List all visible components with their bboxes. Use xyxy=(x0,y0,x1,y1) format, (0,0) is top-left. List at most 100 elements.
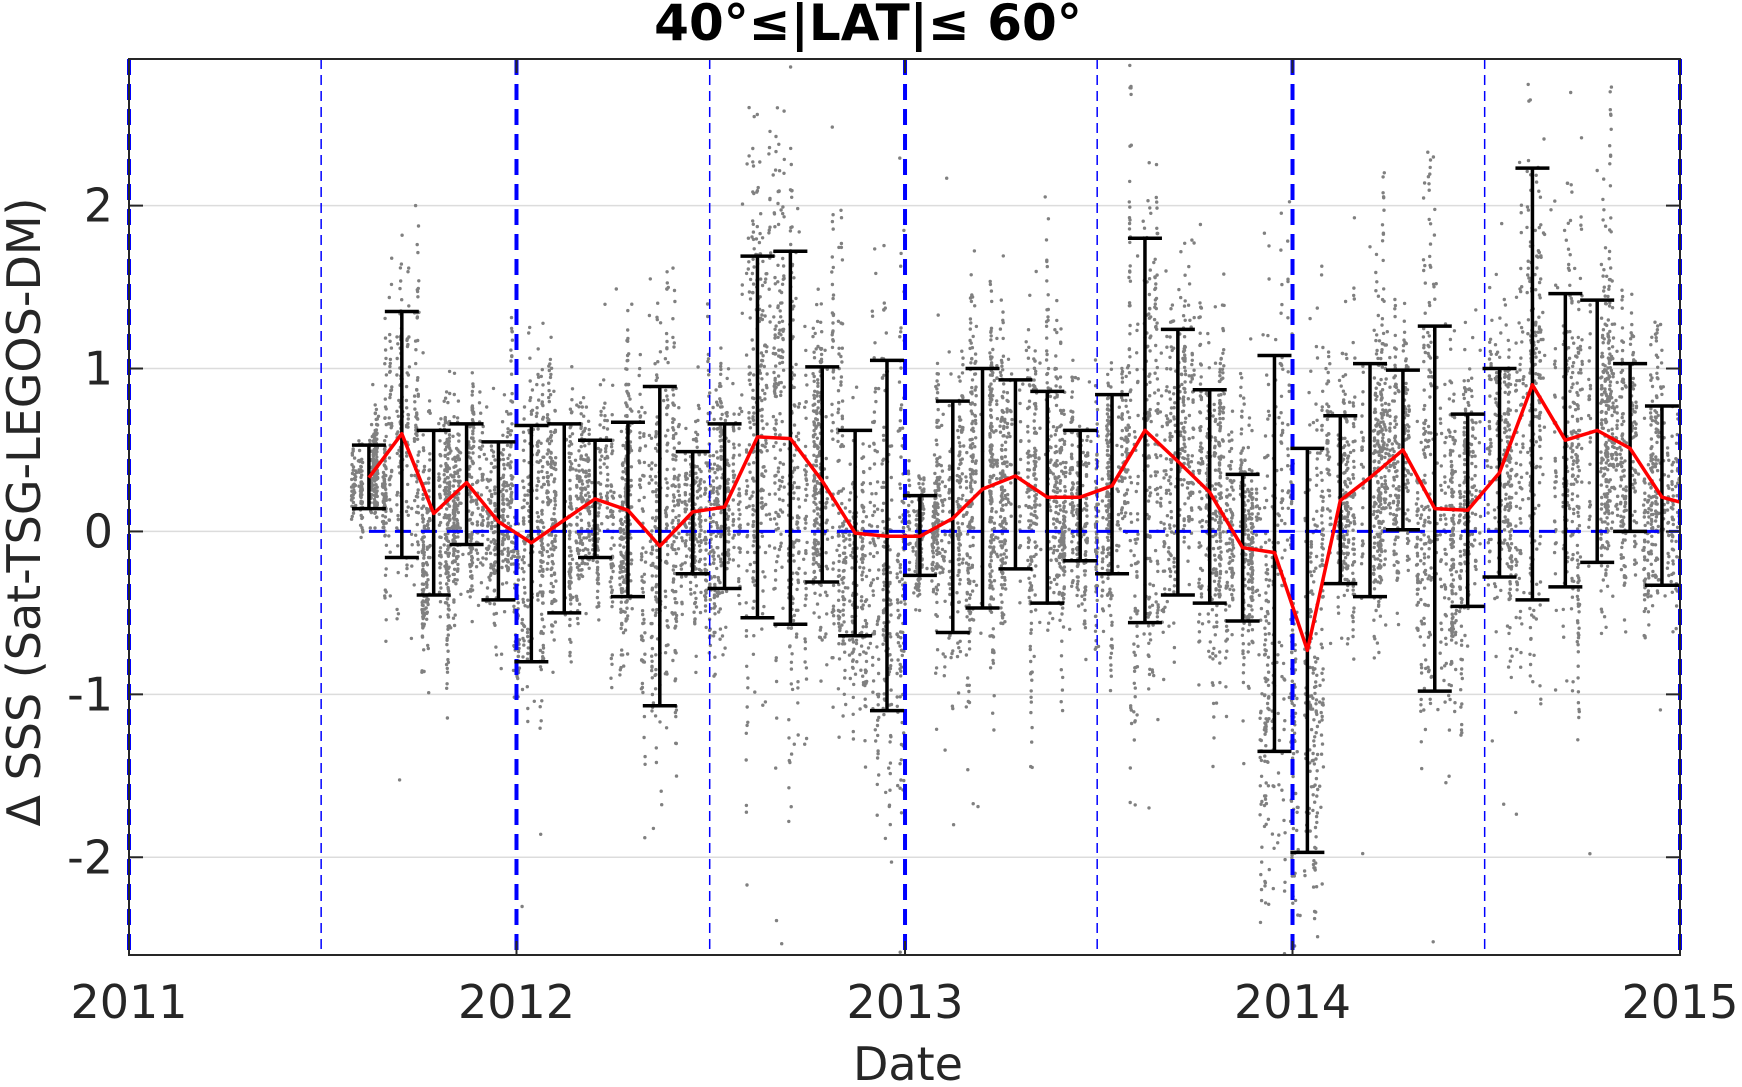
scatter-point xyxy=(511,475,514,478)
scatter-point xyxy=(648,314,651,317)
scatter-point xyxy=(606,473,609,476)
scatter-point xyxy=(727,478,730,481)
scatter-point-outlier xyxy=(660,790,663,793)
scatter-point xyxy=(753,247,756,250)
scatter-point xyxy=(446,597,449,600)
scatter-point xyxy=(838,626,841,629)
scatter-point xyxy=(726,463,729,466)
scatter-point xyxy=(685,555,688,558)
scatter-point xyxy=(676,476,679,479)
scatter-point xyxy=(796,686,799,689)
scatter-point xyxy=(851,396,854,399)
scatter-point xyxy=(506,547,509,550)
scatter-point xyxy=(760,419,763,422)
scatter-point xyxy=(805,494,808,497)
scatter-point-outlier xyxy=(548,500,551,503)
scatter-point xyxy=(698,550,701,553)
scatter-point xyxy=(848,599,851,602)
scatter-point xyxy=(673,504,676,507)
scatter-point xyxy=(396,357,399,360)
scatter-point xyxy=(540,512,543,515)
scatter-point xyxy=(862,603,865,606)
scatter-point xyxy=(758,241,761,244)
scatter-point xyxy=(415,413,418,416)
scatter-point xyxy=(752,461,755,464)
scatter-point xyxy=(680,585,683,588)
scatter-point-outlier xyxy=(527,331,530,334)
scatter-point-outlier xyxy=(584,612,587,615)
scatter-point xyxy=(868,604,871,607)
scatter-point xyxy=(684,478,687,481)
scatter-point xyxy=(877,703,880,706)
scatter-point xyxy=(677,503,680,506)
scatter-point xyxy=(471,371,474,374)
scatter-point xyxy=(666,487,669,490)
scatter-point xyxy=(693,617,696,620)
scatter-point xyxy=(773,386,776,389)
scatter-point xyxy=(831,321,834,324)
scatter-point xyxy=(869,552,872,555)
scatter-point xyxy=(779,533,782,536)
scatter-point xyxy=(580,498,583,501)
scatter-point-outlier xyxy=(504,558,507,561)
scatter-point xyxy=(697,404,700,407)
scatter-point xyxy=(673,548,676,551)
scatter-point xyxy=(620,623,623,626)
scatter-point xyxy=(811,335,814,338)
scatter-point xyxy=(648,482,651,485)
scatter-point xyxy=(764,503,767,506)
scatter-point xyxy=(359,470,362,473)
scatter-point xyxy=(521,598,524,601)
scatter-point xyxy=(699,525,702,528)
scatter-point xyxy=(353,456,356,459)
scatter-point xyxy=(655,430,658,433)
scatter-point xyxy=(790,189,793,192)
scatter-point xyxy=(760,363,763,366)
scatter-point xyxy=(664,477,667,480)
scatter-point xyxy=(724,626,727,629)
scatter-point xyxy=(760,359,763,362)
scatter-point xyxy=(763,314,766,317)
scatter-point xyxy=(501,488,504,491)
scatter-point xyxy=(726,482,729,485)
scatter-point xyxy=(831,283,834,286)
scatter-point xyxy=(638,449,641,452)
scatter-point xyxy=(423,465,426,468)
scatter-point xyxy=(665,406,668,409)
scatter-point xyxy=(727,508,730,511)
scatter-point xyxy=(764,551,767,554)
scatter-point xyxy=(865,598,868,601)
scatter-point xyxy=(512,605,515,608)
scatter-point xyxy=(598,423,601,426)
scatter-point xyxy=(417,450,420,453)
scatter-point-outlier xyxy=(862,650,865,653)
scatter-point xyxy=(546,471,549,474)
scatter-point xyxy=(711,555,714,558)
scatter-point xyxy=(643,496,646,499)
scatter-point xyxy=(751,606,754,609)
scatter-point-outlier xyxy=(775,919,778,922)
scatter-point xyxy=(712,634,715,637)
scatter-point xyxy=(453,524,456,527)
scatter-point xyxy=(751,190,754,193)
scatter-point xyxy=(571,558,574,561)
scatter-point xyxy=(871,514,874,517)
scatter-point xyxy=(863,739,866,742)
scatter-point xyxy=(776,336,779,339)
scatter-point xyxy=(650,665,653,668)
scatter-point xyxy=(861,561,864,564)
scatter-point xyxy=(375,428,378,431)
scatter-point xyxy=(416,495,419,498)
scatter-point xyxy=(805,541,808,544)
scatter-point xyxy=(478,401,481,404)
scatter-point-outlier xyxy=(520,905,523,908)
scatter-point xyxy=(839,383,842,386)
scatter-point xyxy=(578,603,581,606)
scatter-point xyxy=(574,539,577,542)
scatter-point xyxy=(842,487,845,490)
scatter-point xyxy=(695,605,698,608)
scatter-point xyxy=(521,479,524,482)
scatter-point xyxy=(695,476,698,479)
scatter-point xyxy=(536,511,539,514)
scatter-point xyxy=(641,691,644,694)
